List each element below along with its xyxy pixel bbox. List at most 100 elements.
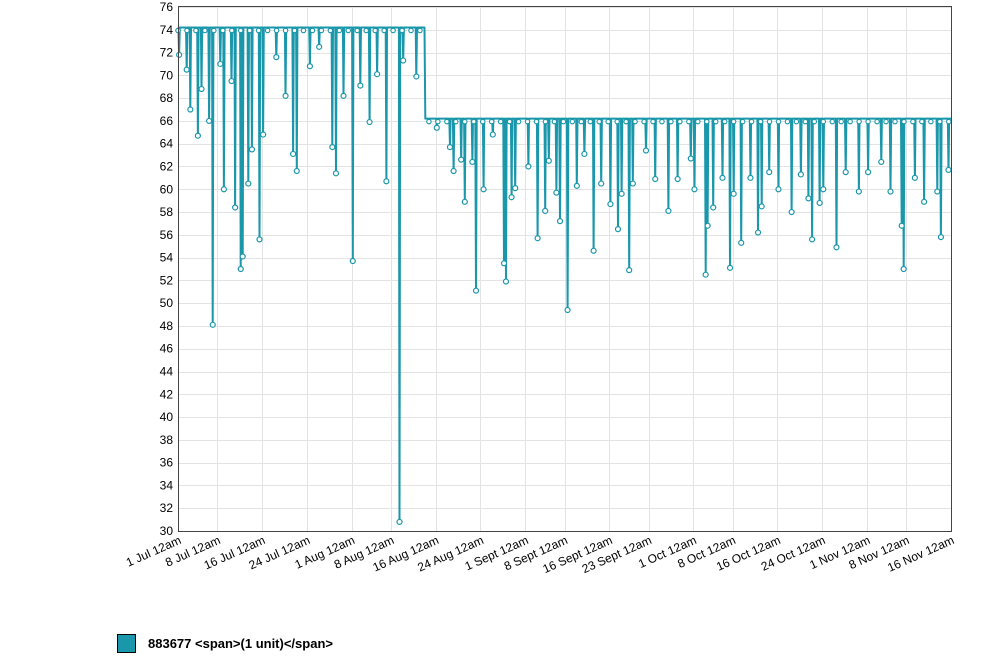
baseline-point (659, 118, 665, 125)
data-point (194, 132, 201, 139)
data-point (766, 169, 773, 176)
y-tick-label: 48 (160, 319, 174, 333)
grid (178, 7, 952, 532)
baseline-point (569, 118, 576, 125)
baseline-point (677, 118, 683, 125)
data-point (183, 66, 190, 73)
data-point (626, 267, 633, 274)
y-tick-label: 36 (160, 456, 174, 470)
data-point (248, 146, 256, 153)
baseline-point (291, 27, 298, 34)
data-point (898, 222, 905, 229)
baseline-point (587, 118, 594, 125)
series-line (177, 26, 951, 523)
baseline-point (623, 118, 629, 125)
baseline-point (399, 27, 405, 34)
data-point (937, 234, 945, 241)
data-point (642, 147, 650, 154)
data-point (945, 166, 952, 173)
data-point (887, 188, 894, 195)
data-point (458, 156, 465, 163)
data-point (282, 92, 289, 99)
data-point (652, 175, 659, 183)
baseline-point (686, 118, 692, 125)
baseline-point (336, 27, 343, 34)
data-point (842, 169, 849, 176)
data-point (691, 186, 698, 193)
data-point (228, 77, 235, 85)
y-tick-label: 30 (160, 524, 174, 538)
data-point (396, 518, 403, 525)
baseline-point (695, 118, 701, 125)
baseline-point (417, 27, 423, 34)
baseline-point (426, 118, 432, 125)
data-point (187, 106, 194, 113)
baseline-point (211, 27, 217, 34)
data-point (710, 204, 717, 211)
baseline-point (802, 118, 809, 125)
baseline-point (264, 27, 271, 34)
data-point (512, 185, 519, 192)
data-point (508, 194, 515, 201)
data-point (629, 180, 636, 187)
data-point (553, 189, 560, 196)
baseline-point (748, 118, 755, 125)
data-point (618, 190, 625, 197)
baseline-point (766, 118, 773, 125)
data-point (820, 186, 827, 193)
y-tick-label: 42 (160, 387, 174, 401)
baseline-point (838, 118, 844, 125)
data-point (598, 180, 605, 187)
baseline-point (255, 27, 262, 34)
data-point (502, 278, 510, 285)
baseline-point (937, 118, 943, 125)
data-point (674, 175, 681, 183)
data-point (245, 180, 252, 187)
baseline-point (542, 118, 549, 125)
y-axis: 30 32 34 36 38 40 42 44 46 48 50 52 54 56 58 60 62 64 66 68… (160, 0, 174, 538)
data-point (446, 144, 454, 151)
data-point (205, 117, 213, 125)
data-point (293, 167, 300, 175)
data-point (934, 188, 941, 195)
data-point (726, 264, 734, 271)
data-point (340, 92, 347, 99)
data-point (911, 174, 918, 181)
baseline-point (901, 118, 907, 125)
data-point (349, 257, 356, 265)
baseline-point (784, 118, 791, 125)
baseline-point (865, 118, 871, 125)
baseline-point (829, 118, 835, 125)
baseline-point (309, 27, 316, 34)
baseline-point (318, 27, 325, 34)
data-point (525, 163, 532, 170)
baseline-point (650, 118, 656, 125)
data-point (573, 182, 580, 189)
y-tick-label: 40 (160, 410, 174, 424)
baseline-point (435, 118, 441, 125)
y-tick-label: 56 (160, 228, 174, 242)
baseline-point (605, 118, 611, 125)
y-tick-label: 70 (160, 68, 174, 82)
series-line-path (177, 26, 951, 523)
baseline-point (578, 118, 585, 125)
data-point (366, 118, 373, 126)
series-points (175, 27, 952, 525)
baseline-point (928, 118, 934, 125)
baseline-point (712, 118, 719, 125)
data-point (855, 188, 862, 195)
baseline-point (220, 27, 226, 34)
data-point (730, 190, 737, 197)
data-point (220, 186, 228, 193)
y-tick-label: 62 (160, 159, 174, 173)
y-tick-label: 32 (160, 501, 174, 515)
baseline-point (479, 118, 486, 125)
data-point (758, 203, 765, 210)
baseline-point (246, 27, 253, 34)
data-point (176, 51, 183, 58)
baseline-point (363, 27, 369, 34)
legend-label: 883677 <span>(1 unit)</span> (148, 635, 333, 651)
y-tick-label: 34 (160, 478, 174, 492)
baseline-point (515, 118, 522, 125)
